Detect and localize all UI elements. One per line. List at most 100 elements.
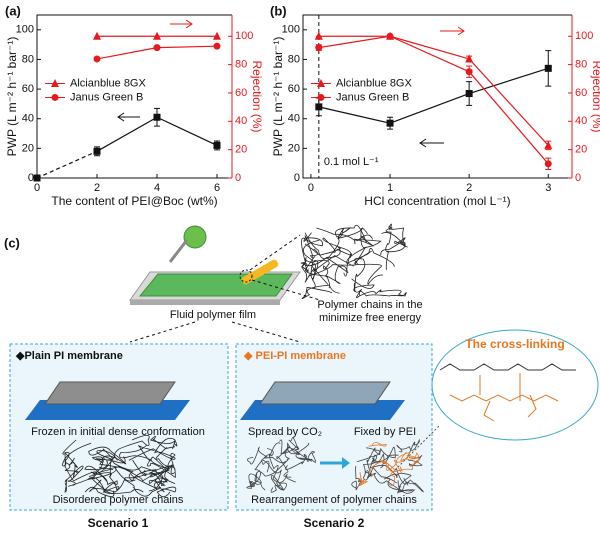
- panel-label: (b): [270, 3, 287, 18]
- flask: [183, 225, 207, 249]
- x-tick-label: 3: [545, 182, 551, 194]
- polymer-chain: [88, 446, 127, 465]
- polymer-chain: [395, 467, 424, 493]
- marker: [465, 90, 473, 98]
- axis-frame: [302, 14, 572, 179]
- y-tick-label: 60: [288, 83, 300, 95]
- axis-frame: [36, 14, 232, 179]
- series-line: [156, 116, 218, 146]
- membrane-layer: [44, 381, 176, 405]
- marker: [386, 32, 394, 40]
- scenario1-name: Scenario 1: [88, 516, 149, 530]
- y2-axis-label: Rejection (%): [250, 60, 264, 132]
- caption: Rearrangement of polymer chains: [251, 494, 417, 506]
- marker: [93, 147, 101, 155]
- polymer-chain: [91, 456, 155, 482]
- marker: [315, 103, 323, 111]
- marker: [544, 160, 552, 168]
- marker: [153, 31, 161, 40]
- zoom-circle: [239, 269, 253, 283]
- polymer-chain: [358, 290, 407, 297]
- x-tick-label: 2: [94, 182, 100, 194]
- polymer-chain: [385, 223, 392, 270]
- y2-tick-label: 40: [575, 115, 587, 127]
- marker: [544, 140, 553, 149]
- scenario2-box: [235, 343, 433, 511]
- y2-tick-label: 100: [575, 30, 593, 42]
- polymer-chain: [282, 437, 313, 462]
- polymer-chain: [362, 457, 398, 484]
- y-tick-label: 80: [288, 53, 300, 65]
- caption: Spread by CO₂: [248, 426, 322, 438]
- scenario1-box: [9, 343, 229, 511]
- polymer-chain: [285, 453, 310, 470]
- y-tick-label: 100: [16, 24, 34, 36]
- polymer-chain: [316, 227, 374, 247]
- polymer-chain: [387, 459, 421, 486]
- marker: [314, 31, 323, 40]
- polymer-chain: [305, 255, 330, 277]
- polymer-chain: [270, 475, 287, 493]
- y-axis-label: PWP (L m⁻² h⁻¹ bar⁻¹): [5, 37, 19, 157]
- polymer-chain: [150, 447, 175, 478]
- marker: [33, 174, 41, 182]
- x-tick-label: 2: [466, 182, 472, 194]
- y-tick-label: 20: [22, 142, 34, 154]
- y2-tick-label: 20: [575, 144, 587, 156]
- crosslink-ellipse: [431, 329, 599, 441]
- polymer-chain: [368, 442, 387, 447]
- marker: [317, 93, 325, 101]
- crosslink-label: The cross-linking: [465, 337, 564, 351]
- y2-tick-label: 60: [575, 87, 587, 99]
- annotation: 0.1 mol L⁻¹: [324, 156, 379, 168]
- marker: [317, 78, 325, 87]
- polymer-chain: [154, 470, 177, 498]
- y2-tick-label: 0: [575, 172, 581, 184]
- polymer-chain: [98, 473, 120, 493]
- arrow-head: [342, 457, 350, 469]
- scenario1-heading: ◆Plain PI membrane: [15, 350, 123, 362]
- x-tick-label: 1: [387, 182, 393, 194]
- y-tick-label: 20: [288, 142, 300, 154]
- y-tick-label: 100: [282, 24, 300, 36]
- free-energy-label: minimize free energy: [319, 312, 422, 324]
- polymer-chain: [369, 460, 396, 477]
- marker: [51, 93, 59, 101]
- legend-label: Alcianblue 8GX: [70, 77, 146, 89]
- film: [138, 273, 293, 297]
- polymer-chain: [408, 454, 423, 467]
- polymer-chain: [357, 472, 369, 487]
- polymer-chain: [325, 265, 348, 289]
- marker: [315, 44, 323, 52]
- polymer-chain: [301, 284, 340, 300]
- polymer-chain: [276, 439, 292, 478]
- polymer-chain: [351, 465, 362, 491]
- scenario2-heading: ◆ PEI-PI membrane: [243, 350, 346, 362]
- polymer-chain: [354, 234, 382, 265]
- x-axis-label: The content of PEI@Boc (wt%): [51, 194, 217, 208]
- marker: [93, 31, 101, 40]
- y2-tick-label: 100: [235, 30, 253, 42]
- y2-axis-label: Rejection (%): [590, 60, 600, 132]
- y-axis-label: PWP (L m⁻² h⁻¹ bar⁻¹): [271, 37, 285, 157]
- polymer-chain: [148, 465, 171, 490]
- marker: [93, 55, 101, 63]
- legend-label: Janus Green B: [336, 91, 409, 103]
- panel-label: (c): [4, 235, 20, 250]
- marker: [544, 64, 552, 72]
- x-tick-label: 0: [34, 182, 40, 194]
- polymer-chain: [295, 442, 317, 463]
- series-line: [468, 71, 549, 165]
- polymer-chain: [396, 438, 420, 457]
- arrow-head: [185, 19, 193, 29]
- membrane-layer: [259, 381, 391, 405]
- polymer-chain: [304, 227, 368, 260]
- polymer-chain: [146, 459, 176, 485]
- caption: Disordered polymer chains: [53, 494, 184, 506]
- marker: [153, 113, 161, 121]
- marker: [386, 119, 394, 127]
- series-line: [389, 35, 470, 60]
- zoom-line: [394, 424, 441, 471]
- y2-tick-label: 20: [235, 144, 247, 156]
